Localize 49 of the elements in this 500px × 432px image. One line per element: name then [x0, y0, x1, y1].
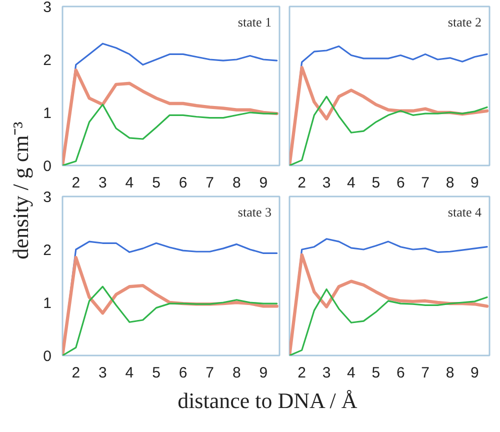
x-tick-label: 5	[372, 364, 380, 382]
y-tick-label: 0	[43, 348, 52, 365]
x-tick-label: 3	[322, 364, 331, 382]
x-tick-label: 8	[232, 364, 241, 382]
x-tick-label: 6	[178, 364, 188, 382]
x-axis-title: distance to DNA / Å	[178, 388, 358, 413]
x-tick-label: 7	[421, 364, 430, 382]
x-tick-label: 9	[470, 174, 479, 192]
x-tick-label: 3	[98, 364, 107, 382]
x-tick-label: 4	[347, 364, 356, 382]
x-tick-label: 4	[125, 174, 134, 192]
x-tick-label: 3	[98, 174, 107, 192]
x-tick-label: 9	[259, 174, 268, 192]
x-tick-label: 5	[152, 174, 160, 192]
y-tick-label: 2	[43, 242, 52, 259]
y-tick-label: 1	[43, 105, 52, 122]
x-tick-label: 7	[421, 174, 430, 192]
x-tick-label: 9	[259, 364, 268, 382]
x-tick-label: 2	[72, 174, 80, 192]
x-tick-label: 4	[125, 364, 134, 382]
x-tick-label: 6	[178, 174, 188, 192]
x-tick-label: 9	[470, 364, 479, 382]
text: state 4	[448, 204, 482, 220]
x-tick-label: 7	[206, 364, 214, 382]
x-tick-label: 3	[322, 174, 331, 192]
x-tick-label: 6	[396, 174, 405, 192]
x-tick-label: 5	[372, 174, 380, 192]
x-tick-label: 8	[446, 174, 454, 192]
x-tick-label: 7	[206, 174, 214, 192]
x-tick-label: 4	[347, 174, 356, 192]
x-tick-label: 8	[232, 174, 241, 192]
y-tick-label: 1	[43, 295, 52, 312]
x-tick-label: 8	[446, 364, 454, 382]
x-tick-label: 2	[298, 364, 306, 382]
x-tick-label: 5	[152, 364, 160, 382]
text: state 1	[238, 14, 272, 30]
y-axis-title: density / g cm⁻³	[8, 121, 33, 260]
x-tick-label: 2	[298, 174, 306, 192]
x-tick-label: 2	[72, 364, 80, 382]
line-series	[62, 104, 278, 166]
x-tick-label: 6	[396, 364, 405, 382]
y-tick-label: 0	[43, 158, 52, 175]
line-series	[62, 286, 278, 356]
text: state 2	[448, 14, 482, 30]
y-tick-label: 3	[43, 0, 52, 16]
text: state 3	[238, 204, 272, 220]
y-tick-label: 3	[43, 189, 52, 206]
line-series	[62, 68, 278, 166]
y-tick-label: 2	[43, 52, 52, 69]
